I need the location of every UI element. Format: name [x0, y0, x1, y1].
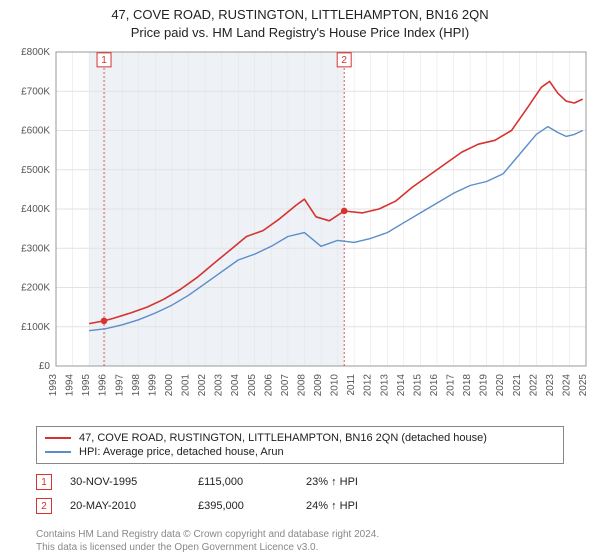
svg-text:£600K: £600K	[21, 126, 50, 137]
legend-label: HPI: Average price, detached house, Arun	[79, 446, 284, 458]
footnote-line: Contains HM Land Registry data © Crown c…	[36, 528, 564, 541]
svg-text:2014: 2014	[396, 374, 407, 397]
svg-text:2010: 2010	[330, 374, 341, 397]
svg-text:£100K: £100K	[21, 322, 50, 333]
legend-item: HPI: Average price, detached house, Arun	[45, 445, 555, 459]
legend-swatch	[45, 451, 71, 453]
svg-text:2001: 2001	[181, 374, 192, 397]
svg-text:1997: 1997	[114, 374, 125, 397]
svg-text:2002: 2002	[197, 374, 208, 397]
svg-text:2015: 2015	[412, 374, 423, 397]
svg-text:2016: 2016	[429, 374, 440, 397]
marker-price: £115,000	[198, 476, 288, 488]
legend-item: 47, COVE ROAD, RUSTINGTON, LITTLEHAMPTON…	[45, 431, 555, 445]
marker-table: 1 30-NOV-1995 £115,000 23% ↑ HPI 2 20-MA…	[36, 470, 564, 518]
svg-text:1999: 1999	[147, 374, 158, 397]
marker-row: 1 30-NOV-1995 £115,000 23% ↑ HPI	[36, 470, 564, 494]
chart-svg: £0 £100K £200K £300K £400K £500K £600K £700K £80…	[8, 46, 592, 416]
svg-text:2011: 2011	[346, 374, 357, 396]
svg-text:2: 2	[341, 55, 347, 66]
marker-price: £395,000	[198, 500, 288, 512]
svg-text:1995: 1995	[81, 374, 92, 397]
marker-date: 20-MAY-2010	[70, 500, 180, 512]
chart-area: £0 £100K £200K £300K £400K £500K £600K £700K £80…	[8, 46, 592, 416]
footnote: Contains HM Land Registry data © Crown c…	[36, 528, 564, 554]
svg-text:1996: 1996	[98, 374, 109, 397]
marker-badge: 1	[36, 474, 52, 490]
svg-text:1993: 1993	[48, 374, 59, 397]
chart-title-block: 47, COVE ROAD, RUSTINGTON, LITTLEHAMPTON…	[0, 0, 600, 41]
svg-text:1: 1	[101, 55, 107, 66]
svg-text:2020: 2020	[495, 374, 506, 397]
legend-label: 47, COVE ROAD, RUSTINGTON, LITTLEHAMPTON…	[79, 432, 487, 444]
svg-text:2024: 2024	[561, 374, 572, 397]
svg-text:2025: 2025	[578, 374, 589, 397]
marker-row: 2 20-MAY-2010 £395,000 24% ↑ HPI	[36, 494, 564, 518]
marker-date: 30-NOV-1995	[70, 476, 180, 488]
svg-text:£700K: £700K	[21, 86, 50, 97]
svg-text:2013: 2013	[379, 374, 390, 397]
svg-text:£400K: £400K	[21, 204, 50, 215]
svg-text:2006: 2006	[263, 374, 274, 397]
svg-text:2017: 2017	[446, 374, 457, 397]
svg-text:2008: 2008	[296, 374, 307, 397]
marker-pct: 23% ↑ HPI	[306, 476, 426, 488]
title-address: 47, COVE ROAD, RUSTINGTON, LITTLEHAMPTON…	[0, 6, 600, 24]
svg-text:1998: 1998	[131, 374, 142, 397]
svg-text:£500K: £500K	[21, 165, 50, 176]
svg-text:2000: 2000	[164, 374, 175, 397]
svg-text:2004: 2004	[230, 374, 241, 397]
svg-text:£300K: £300K	[21, 243, 50, 254]
legend-swatch	[45, 437, 71, 439]
svg-text:2005: 2005	[247, 374, 258, 397]
svg-text:2009: 2009	[313, 374, 324, 397]
marker-pct: 24% ↑ HPI	[306, 500, 426, 512]
marker-badge: 2	[36, 498, 52, 514]
svg-text:2012: 2012	[363, 374, 374, 397]
svg-text:2021: 2021	[512, 374, 523, 397]
svg-text:2018: 2018	[462, 374, 473, 397]
svg-text:£800K: £800K	[21, 47, 50, 58]
title-subtitle: Price paid vs. HM Land Registry's House …	[0, 24, 600, 42]
svg-text:2022: 2022	[528, 374, 539, 397]
svg-text:2003: 2003	[214, 374, 225, 397]
svg-text:£200K: £200K	[21, 283, 50, 294]
svg-text:2023: 2023	[545, 374, 556, 397]
legend: 47, COVE ROAD, RUSTINGTON, LITTLEHAMPTON…	[36, 426, 564, 464]
footnote-line: This data is licensed under the Open Gov…	[36, 541, 564, 554]
svg-text:2019: 2019	[479, 374, 490, 397]
svg-text:1994: 1994	[65, 374, 76, 397]
svg-text:£0: £0	[39, 361, 51, 372]
svg-text:2007: 2007	[280, 374, 291, 397]
